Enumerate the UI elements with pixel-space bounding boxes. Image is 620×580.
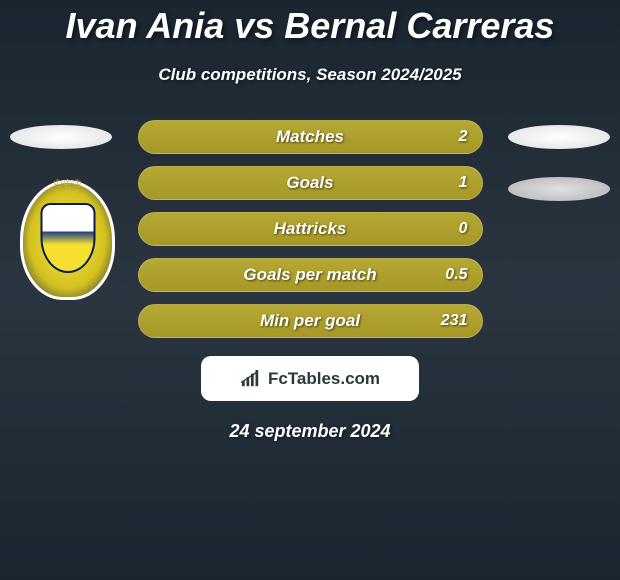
stats-container: Matches 2 Goals 1 Hattricks 0 Goals per … bbox=[0, 120, 620, 338]
page-subtitle: Club competitions, Season 2024/2025 bbox=[0, 65, 620, 85]
stat-value-right: 2 bbox=[459, 128, 468, 146]
stat-bar-min-per-goal: Min per goal 231 bbox=[138, 304, 483, 338]
stat-bar-hattricks: Hattricks 0 bbox=[138, 212, 483, 246]
brand-badge[interactable]: FcTables.com bbox=[201, 356, 419, 401]
stat-label: Goals per match bbox=[243, 265, 376, 285]
chart-icon bbox=[240, 370, 262, 388]
stat-row: Goals 1 bbox=[0, 166, 620, 200]
date-text: 24 september 2024 bbox=[0, 421, 620, 442]
stat-label: Goals bbox=[286, 173, 333, 193]
page-title: Ivan Ania vs Bernal Carreras bbox=[0, 0, 620, 47]
stat-bar-goals: Goals 1 bbox=[138, 166, 483, 200]
stat-row: Goals per match 0.5 bbox=[0, 258, 620, 292]
brand-text: FcTables.com bbox=[268, 369, 380, 389]
stat-row: Min per goal 231 bbox=[0, 304, 620, 338]
stat-row: Matches 2 bbox=[0, 120, 620, 154]
stat-value-right: 0.5 bbox=[445, 266, 467, 284]
stat-value-right: 1 bbox=[459, 174, 468, 192]
stat-row: Hattricks 0 bbox=[0, 212, 620, 246]
stat-bar-goals-per-match: Goals per match 0.5 bbox=[138, 258, 483, 292]
stat-label: Hattricks bbox=[274, 219, 347, 239]
stat-label: Matches bbox=[276, 127, 344, 147]
stat-value-right: 231 bbox=[441, 312, 468, 330]
stat-label: Min per goal bbox=[260, 311, 360, 331]
stat-value-right: 0 bbox=[459, 220, 468, 238]
stat-bar-matches: Matches 2 bbox=[138, 120, 483, 154]
